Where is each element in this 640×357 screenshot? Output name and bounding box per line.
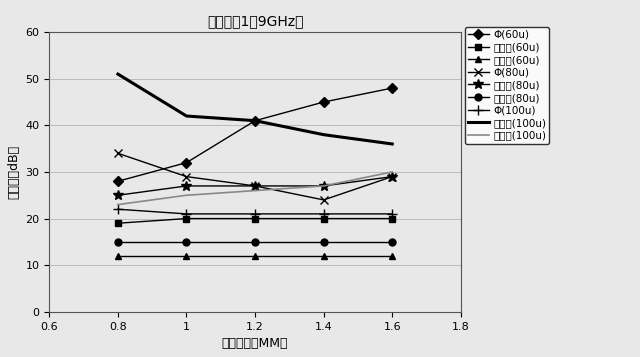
Line: ライン(80u): ライン(80u) — [115, 238, 396, 245]
Φ(60u) — [252, 119, 259, 123]
Φ(60u) — [182, 161, 190, 165]
ライン(80u) — [388, 240, 396, 244]
ループ(60u) — [252, 216, 259, 221]
Φ(80u) — [252, 184, 259, 188]
ライン(100u) — [388, 170, 396, 174]
Φ(60u) — [388, 86, 396, 90]
X-axis label: 結合器長（MM）: 結合器長（MM） — [222, 337, 289, 350]
Φ(60u) — [320, 100, 328, 104]
ループ(60u) — [114, 221, 122, 225]
ループ(80u) — [252, 184, 259, 188]
Line: ライン(60u): ライン(60u) — [115, 252, 396, 259]
ライン(60u) — [320, 254, 328, 258]
ループ(80u) — [182, 184, 190, 188]
Line: ライン(100u): ライン(100u) — [118, 172, 392, 205]
ライン(80u) — [252, 240, 259, 244]
Legend: Φ(60u), ループ(60u), ライン(60u), Φ(80u), ループ(80u), ライン(80u), Φ(100u), ループ(100u), ライン(: Φ(60u), ループ(60u), ライン(60u), Φ(80u), ループ(… — [465, 26, 549, 144]
ループ(60u) — [182, 216, 190, 221]
ライン(100u) — [114, 202, 122, 207]
ループ(80u) — [388, 175, 396, 179]
Φ(80u) — [320, 198, 328, 202]
Line: Φ(100u): Φ(100u) — [113, 204, 397, 219]
Φ(80u) — [114, 151, 122, 155]
Φ(100u) — [114, 207, 122, 211]
Φ(100u) — [182, 212, 190, 216]
ライン(100u) — [320, 184, 328, 188]
ライン(60u) — [252, 254, 259, 258]
ループ(100u) — [388, 142, 396, 146]
ループ(100u) — [182, 114, 190, 118]
ライン(60u) — [114, 254, 122, 258]
Title: 方向性（1．9GHz）: 方向性（1．9GHz） — [207, 14, 303, 28]
Φ(100u) — [252, 212, 259, 216]
Φ(60u) — [114, 179, 122, 183]
ループ(80u) — [114, 193, 122, 197]
ライン(80u) — [320, 240, 328, 244]
Line: Φ(80u): Φ(80u) — [114, 149, 396, 204]
Φ(80u) — [182, 175, 190, 179]
Y-axis label: 方向性（dB）: 方向性（dB） — [7, 145, 20, 199]
ループ(60u) — [388, 216, 396, 221]
ライン(80u) — [114, 240, 122, 244]
Φ(100u) — [388, 212, 396, 216]
ライン(60u) — [182, 254, 190, 258]
ライン(80u) — [182, 240, 190, 244]
Line: ループ(60u): ループ(60u) — [115, 215, 396, 227]
ループ(100u) — [114, 72, 122, 76]
ループ(80u) — [320, 184, 328, 188]
Φ(80u) — [388, 175, 396, 179]
ライン(100u) — [252, 188, 259, 193]
Line: ループ(100u): ループ(100u) — [118, 74, 392, 144]
Φ(100u) — [320, 212, 328, 216]
ライン(60u) — [388, 254, 396, 258]
ループ(100u) — [320, 132, 328, 137]
Line: Φ(60u): Φ(60u) — [115, 85, 396, 185]
ループ(100u) — [252, 119, 259, 123]
ループ(60u) — [320, 216, 328, 221]
Line: ループ(80u): ループ(80u) — [113, 172, 397, 200]
ライン(100u) — [182, 193, 190, 197]
